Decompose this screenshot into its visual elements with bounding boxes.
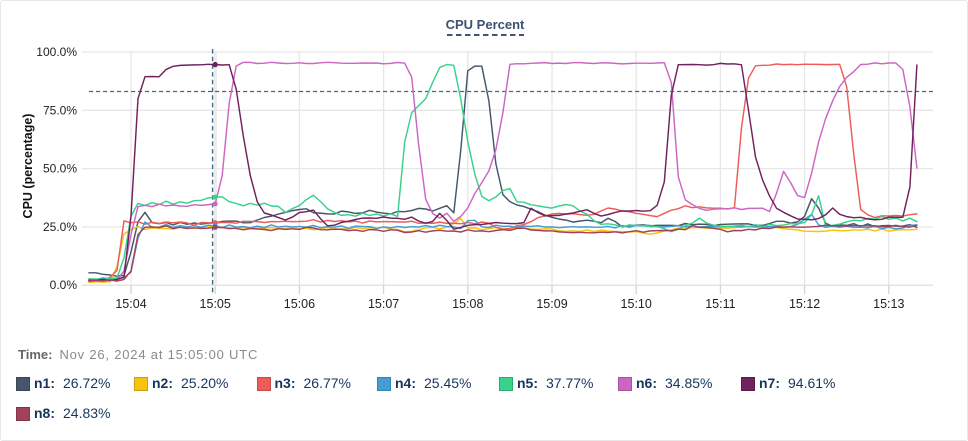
svg-text:25.0%: 25.0%	[43, 220, 77, 234]
svg-text:15:05: 15:05	[200, 297, 231, 311]
svg-text:75.0%: 75.0%	[43, 103, 77, 117]
svg-text:CPU (percentage): CPU (percentage)	[21, 114, 35, 219]
svg-text:15:12: 15:12	[789, 297, 820, 311]
svg-text:15:11: 15:11	[705, 297, 735, 311]
svg-text:15:10: 15:10	[621, 297, 652, 311]
svg-text:15:07: 15:07	[368, 297, 399, 311]
svg-text:15:09: 15:09	[536, 297, 567, 311]
svg-text:100.0%: 100.0%	[36, 45, 77, 59]
svg-text:15:08: 15:08	[452, 297, 483, 311]
svg-text:0.0%: 0.0%	[50, 278, 78, 292]
svg-text:15:04: 15:04	[115, 297, 146, 311]
svg-text:50.0%: 50.0%	[43, 162, 77, 176]
svg-text:15:13: 15:13	[873, 297, 904, 311]
svg-text:15:06: 15:06	[284, 297, 315, 311]
